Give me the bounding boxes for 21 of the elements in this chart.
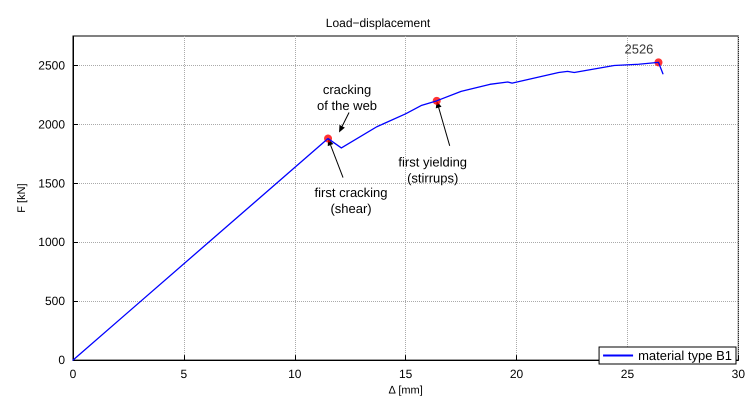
x-tick-label: 25 [620, 367, 634, 382]
y-tick-label: 2000 [38, 117, 66, 132]
y-tick-label: 1000 [38, 235, 66, 250]
x-tick-label: 20 [510, 367, 524, 382]
annotation: cracking of the web [317, 82, 378, 114]
y-tick-label: 2500 [38, 58, 66, 72]
x-tick-label: 0 [70, 367, 77, 382]
y-tick-label: 500 [44, 294, 66, 308]
x-tick-label: 10 [288, 367, 302, 382]
chart-title: Load−displacement [326, 16, 431, 30]
data-label: 2526 [624, 41, 654, 56]
x-tick-label: 15 [398, 367, 413, 382]
x-tick-label: 30 [732, 367, 746, 382]
x-tick-label: 5 [180, 367, 188, 382]
y-tick-label: 1500 [38, 176, 66, 190]
annotation: first yielding (stirrups) [398, 154, 468, 186]
x-axis-title: Δ [mm] [388, 384, 423, 396]
y-axis-title: F [kN] [16, 183, 28, 213]
y-tick-label: 0 [58, 353, 66, 368]
legend-label: material type B1 [638, 348, 732, 363]
annotation: first cracking (shear) [314, 185, 388, 216]
